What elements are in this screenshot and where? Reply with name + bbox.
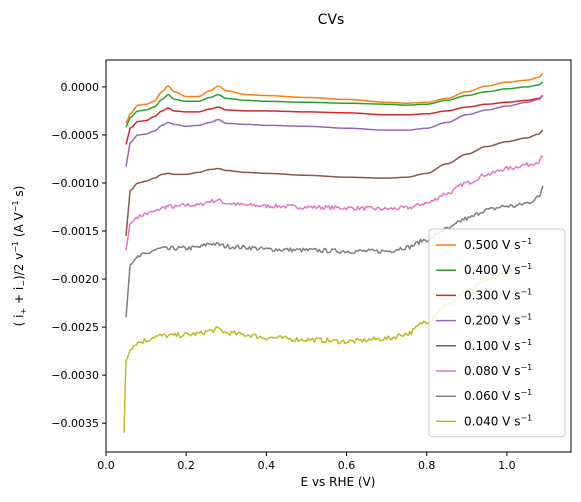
legend-entry: 0.200 V s−1 <box>436 313 532 328</box>
x-tick-label: 0.6 <box>338 459 356 472</box>
x-tick-label: 0.2 <box>177 459 195 472</box>
y-tick-label: −0.0010 <box>51 177 99 190</box>
legend-entry: 0.500 V s−1 <box>436 237 532 252</box>
y-tick-label: −0.0035 <box>51 417 99 430</box>
y-tick-label: 0.0000 <box>61 81 100 94</box>
legend-entry: 0.080 V s−1 <box>436 363 532 378</box>
legend: 0.500 V s−1 0.400 V s−1 0.300 V s−1 0.200 V… <box>428 228 566 438</box>
legend-box <box>428 228 566 438</box>
y-tick-label: −0.0015 <box>51 225 99 238</box>
legend-entry: 0.100 V s−1 <box>436 338 532 353</box>
legend-entry: 0.400 V s−1 <box>436 262 532 277</box>
y-axis-label: ( i+ + i−)/2 v−1 (A V−1 s) <box>11 186 28 327</box>
legend-label: 0.300 V s−1 <box>464 287 532 302</box>
legend-label: 0.080 V s−1 <box>464 363 532 378</box>
series-line-0.300 <box>125 94 544 145</box>
x-tick-label: 0.4 <box>258 459 276 472</box>
y-tick-label: −0.0025 <box>51 321 99 334</box>
legend-entry: 0.300 V s−1 <box>436 287 532 302</box>
legend-entry: 0.040 V s−1 <box>436 413 532 428</box>
legend-label: 0.040 V s−1 <box>464 413 532 428</box>
legend-label: 0.200 V s−1 <box>464 313 532 328</box>
y-tick-label: −0.0020 <box>51 273 99 286</box>
y-tick-label: −0.0005 <box>51 129 99 142</box>
x-tick-label: 1.0 <box>498 459 516 472</box>
legend-label: 0.400 V s−1 <box>464 262 532 277</box>
x-tick-label: 0.8 <box>418 459 436 472</box>
y-tick-label: −0.0030 <box>51 369 99 382</box>
series-line-0.200 <box>125 94 544 167</box>
series-line-0.100 <box>125 129 544 236</box>
legend-label: 0.100 V s−1 <box>464 338 532 353</box>
series-line-0.080 <box>125 155 544 251</box>
legend-label: 0.500 V s−1 <box>464 237 532 252</box>
series-line-0.500 <box>125 72 544 124</box>
x-tick-label: 0.0 <box>97 459 115 472</box>
series-line-0.400 <box>125 81 544 128</box>
legend-entry: 0.060 V s−1 <box>436 388 532 403</box>
axes-layer: 0.0 0.2 0.4 0.6 0.8 1.0 0.0000 −0.0005 −0.0010 −0… <box>51 59 572 472</box>
x-axis-label: E vs RHE (V) <box>301 475 376 489</box>
series-layer <box>123 72 544 433</box>
axes-frame <box>105 59 572 453</box>
chart-title: CVs <box>318 12 345 28</box>
legend-label: 0.060 V s−1 <box>464 388 532 403</box>
series-line-0.060 <box>125 185 544 318</box>
